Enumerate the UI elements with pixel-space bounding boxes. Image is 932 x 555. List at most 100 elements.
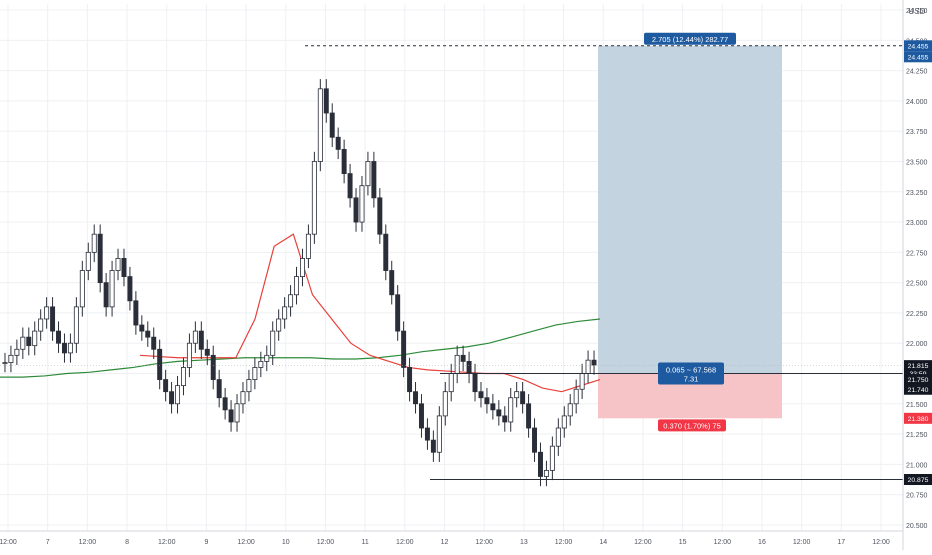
candle-body <box>109 270 115 308</box>
stop-label: 0.370 (1.70%) 75 <box>663 421 721 430</box>
x-tick-label: 12:00 <box>793 539 811 546</box>
candle-body <box>383 233 389 271</box>
price-axis-label-bg <box>904 383 932 395</box>
candle-body <box>532 427 538 453</box>
candle-body <box>198 330 204 350</box>
candle-body <box>395 294 401 332</box>
y-tick-label: 23.000 <box>906 220 928 227</box>
price-axis-label-bg <box>904 374 932 386</box>
center-label-bg <box>658 362 724 385</box>
candle-body <box>401 330 407 368</box>
candle-body <box>585 359 591 374</box>
candle-body <box>73 306 79 344</box>
candle-body <box>121 258 127 277</box>
candle-body <box>454 354 460 374</box>
target-zone <box>598 45 782 374</box>
price-axis-label-bg <box>904 51 932 63</box>
candle-body <box>436 415 442 453</box>
x-tick-label: 12:00 <box>872 539 890 546</box>
x-tick-label: 12:00 <box>634 539 652 546</box>
x-tick-label: 12:00 <box>158 539 176 546</box>
candle-body <box>175 385 181 405</box>
x-tick-label: 12:00 <box>396 539 414 546</box>
candle-body <box>50 306 56 332</box>
candle-body <box>299 258 305 277</box>
candle-body <box>288 294 294 308</box>
candle-body <box>389 270 395 296</box>
candle-body <box>270 330 276 356</box>
x-tick-label: 12:00 <box>79 539 97 546</box>
x-tick-label: 8 <box>125 539 129 546</box>
price-axis-label: 24.455 <box>908 54 929 61</box>
candle-body <box>264 354 270 362</box>
candle-body <box>186 342 192 368</box>
candle-body <box>97 233 103 284</box>
x-tick-label: 15 <box>679 539 687 546</box>
candle-body <box>329 112 335 138</box>
candle-body <box>365 161 371 187</box>
y-tick-label: 22.750 <box>906 250 928 257</box>
moving-average-green <box>0 318 601 378</box>
candle-body <box>526 403 532 429</box>
candle-body <box>341 148 347 175</box>
x-tick-label: 12:00 <box>317 539 335 546</box>
candle-body <box>8 354 14 364</box>
price-axis-label: 21.740 <box>908 387 929 394</box>
candle-body <box>115 258 121 271</box>
candle-body <box>204 348 210 356</box>
candle-body <box>472 373 478 393</box>
candle-body <box>61 342 67 354</box>
candle-body <box>466 360 472 374</box>
candle-body <box>478 391 484 399</box>
candle-body <box>26 336 32 347</box>
x-tick-label: 12:00 <box>555 539 573 546</box>
candle-body <box>353 197 359 223</box>
candle-body <box>145 330 151 338</box>
candle-body <box>127 276 133 302</box>
candle-body <box>317 88 323 162</box>
x-tick-label: 12:00 <box>0 539 17 546</box>
candle-body <box>38 318 44 332</box>
y-tick-label: 21.000 <box>906 462 928 469</box>
candle-body <box>20 336 26 350</box>
candle-body <box>502 415 508 423</box>
currency-label: USD <box>909 7 926 16</box>
candle-body <box>424 427 430 441</box>
candle-body <box>460 354 466 362</box>
candle-body <box>216 379 222 399</box>
candle-body <box>157 348 163 380</box>
x-tick-label: 12 <box>441 539 449 546</box>
candle-body <box>294 276 300 296</box>
candle-body <box>79 270 85 308</box>
candle-body <box>537 451 543 477</box>
price-axis-label: 21.815 <box>908 363 929 370</box>
candle-body <box>282 306 288 320</box>
price-axis-label: 21.380 <box>908 416 929 423</box>
candle-body <box>192 330 198 344</box>
candle-body <box>258 360 264 368</box>
candle-body <box>252 367 258 380</box>
candle-body <box>67 342 73 354</box>
candle-body <box>549 445 555 471</box>
y-tick-label: 21.250 <box>906 432 928 439</box>
candle-body <box>276 318 282 332</box>
x-tick-label: 14 <box>599 539 607 546</box>
y-tick-label: 20.500 <box>906 523 928 530</box>
x-tick-label: 11 <box>361 539 368 546</box>
candle-body <box>133 300 139 326</box>
candle-body <box>163 379 169 393</box>
candle-body <box>573 388 579 405</box>
candle-body <box>85 251 91 271</box>
candle-body <box>14 348 20 356</box>
stop-label-bg <box>658 419 726 432</box>
y-tick-label: 20.750 <box>906 493 928 500</box>
candle-body <box>496 409 502 417</box>
candle-body <box>91 233 97 253</box>
candle-body <box>561 415 567 429</box>
candle-body <box>151 336 157 350</box>
y-tick-label: 22.000 <box>906 341 928 348</box>
